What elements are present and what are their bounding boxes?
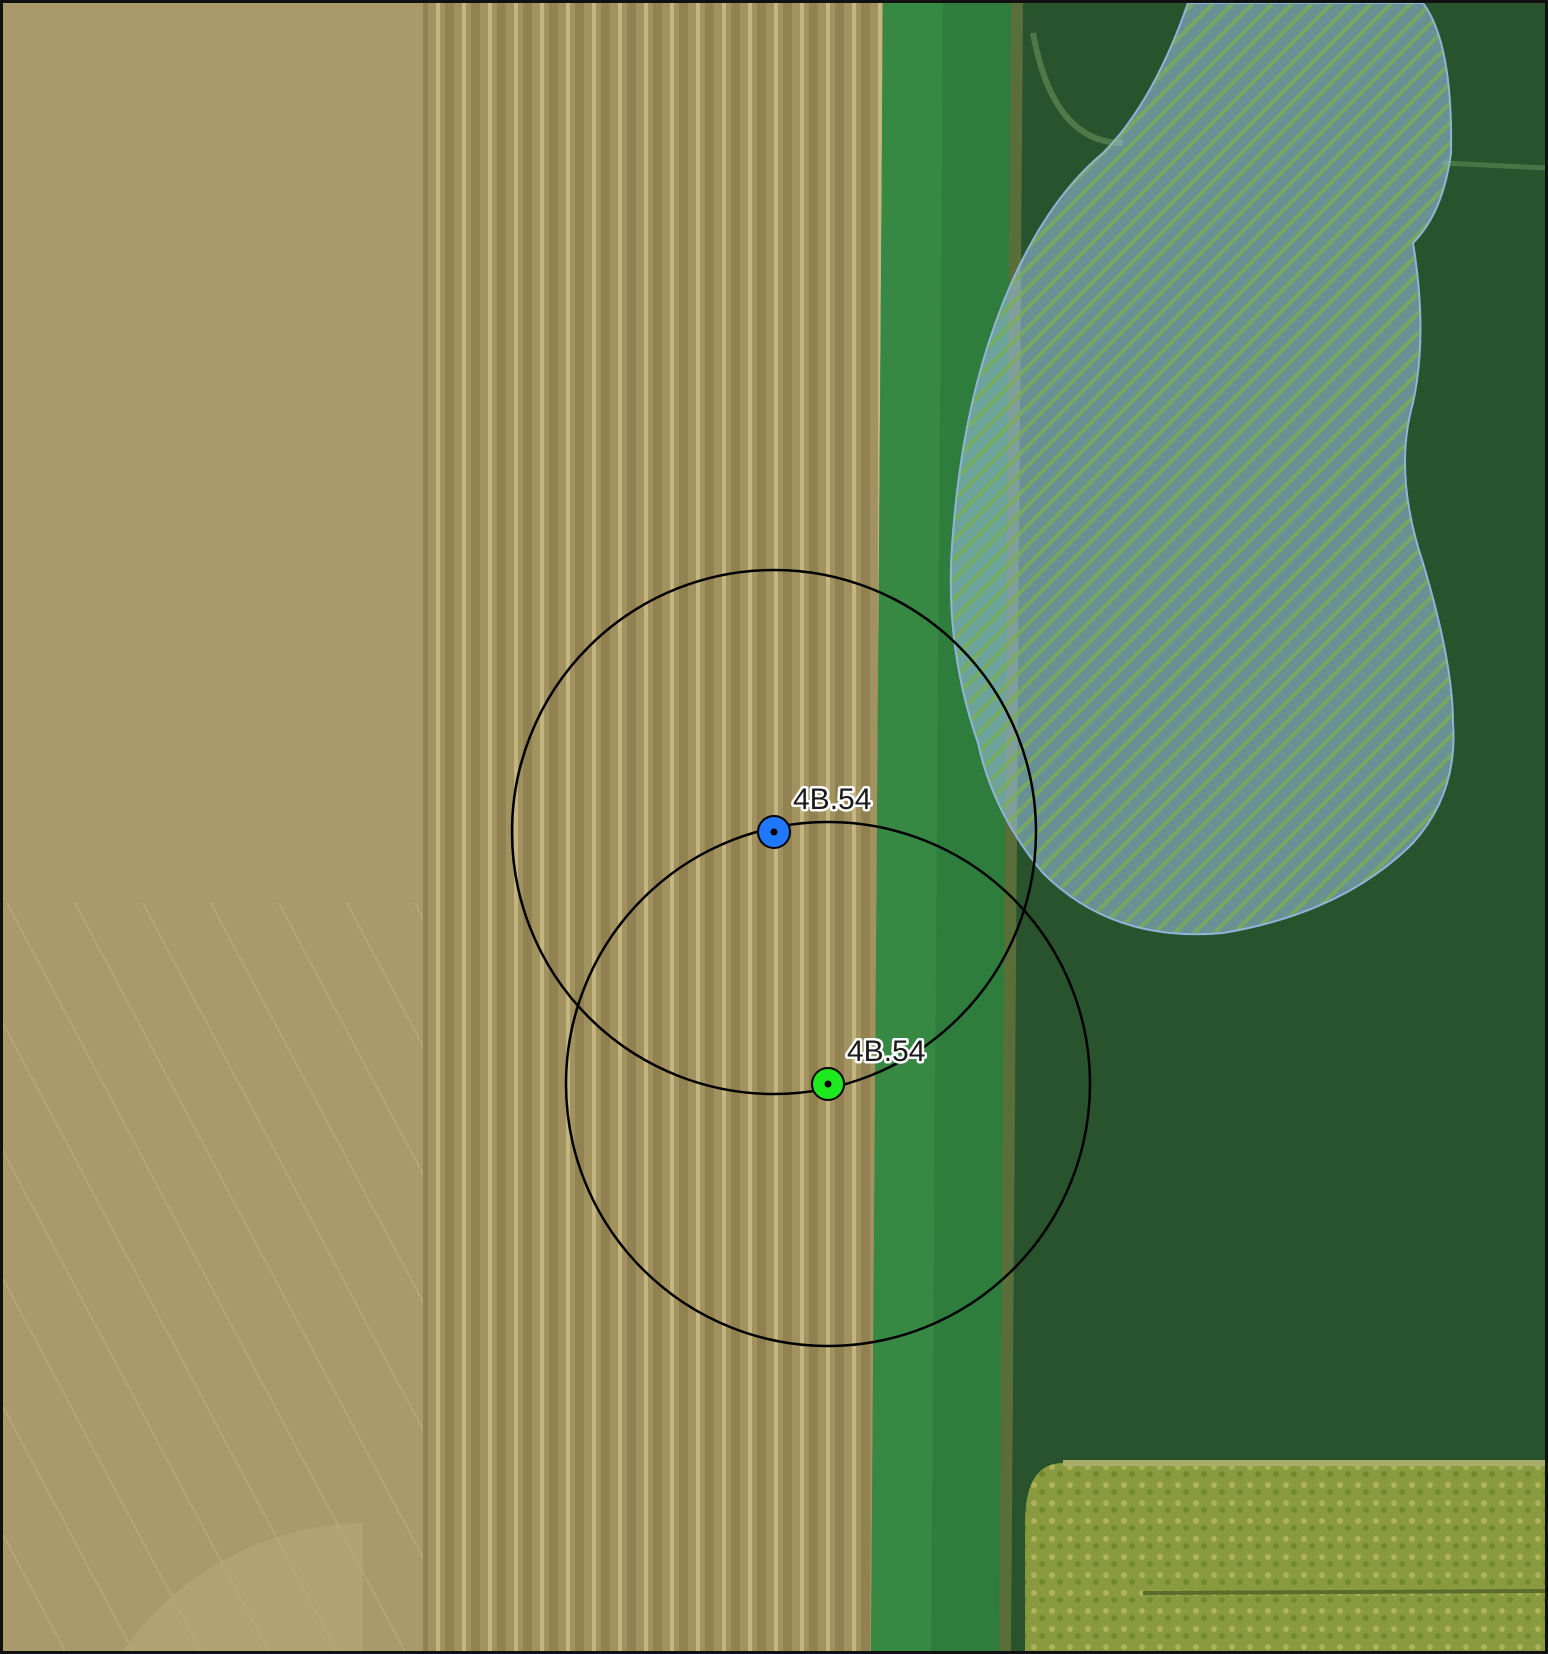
blue-site-buffer-circle — [510, 568, 1038, 1096]
green-site-label: 4B.54 — [847, 1035, 925, 1068]
green-site-buffer-circle — [564, 820, 1092, 1348]
blue-site-marker[interactable]: 4B.54 — [757, 781, 874, 849]
green-site-marker[interactable]: 4B.54 — [811, 1033, 928, 1101]
blue-site-label: 4B.54 — [793, 783, 871, 816]
hatched-area-polygon[interactable] — [949, 3, 1455, 936]
